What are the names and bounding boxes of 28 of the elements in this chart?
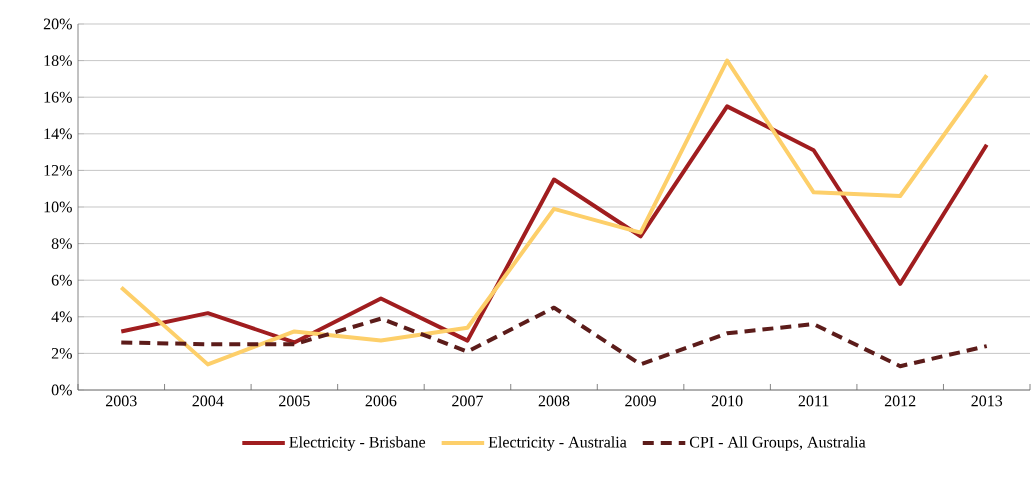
y-tick-label: 20% [43,18,72,30]
x-tick-label: 2004 [192,395,224,407]
x-tick-label: 2007 [452,395,484,407]
y-tick-label: 14% [44,128,72,140]
x-tick-label: 2006 [365,395,397,407]
line-series [119,104,989,345]
x-tick-label: 2008 [538,395,570,407]
y-tick-label: 10% [44,201,72,213]
y-tick-label: 8% [51,238,72,250]
y-tick-label: 6% [51,274,72,286]
y-tick-label: 16% [44,91,72,103]
legend-label: Electricity - Brisbane [289,436,426,451]
x-tick-label: 2012 [884,395,916,407]
y-tick-label: 12% [44,164,72,176]
line-series [119,58,989,367]
legend-label: CPI - All Groups, Australia [689,436,866,451]
legend-label: Electricity - Australia [488,436,627,451]
x-tick-label: 2013 [971,395,1003,407]
x-tick-label: 2003 [105,395,137,407]
x-tick-label: 2005 [279,395,310,407]
x-tick-label: 2011 [798,395,829,407]
y-tick-label: 0% [51,384,72,396]
x-tick-label: 2009 [625,395,656,407]
x-tick-label: 2010 [711,395,743,407]
y-tick-label: 2% [51,347,72,359]
y-tick-label: 18% [44,55,72,67]
y-tick-label: 4% [51,311,72,323]
line-series [119,305,989,369]
